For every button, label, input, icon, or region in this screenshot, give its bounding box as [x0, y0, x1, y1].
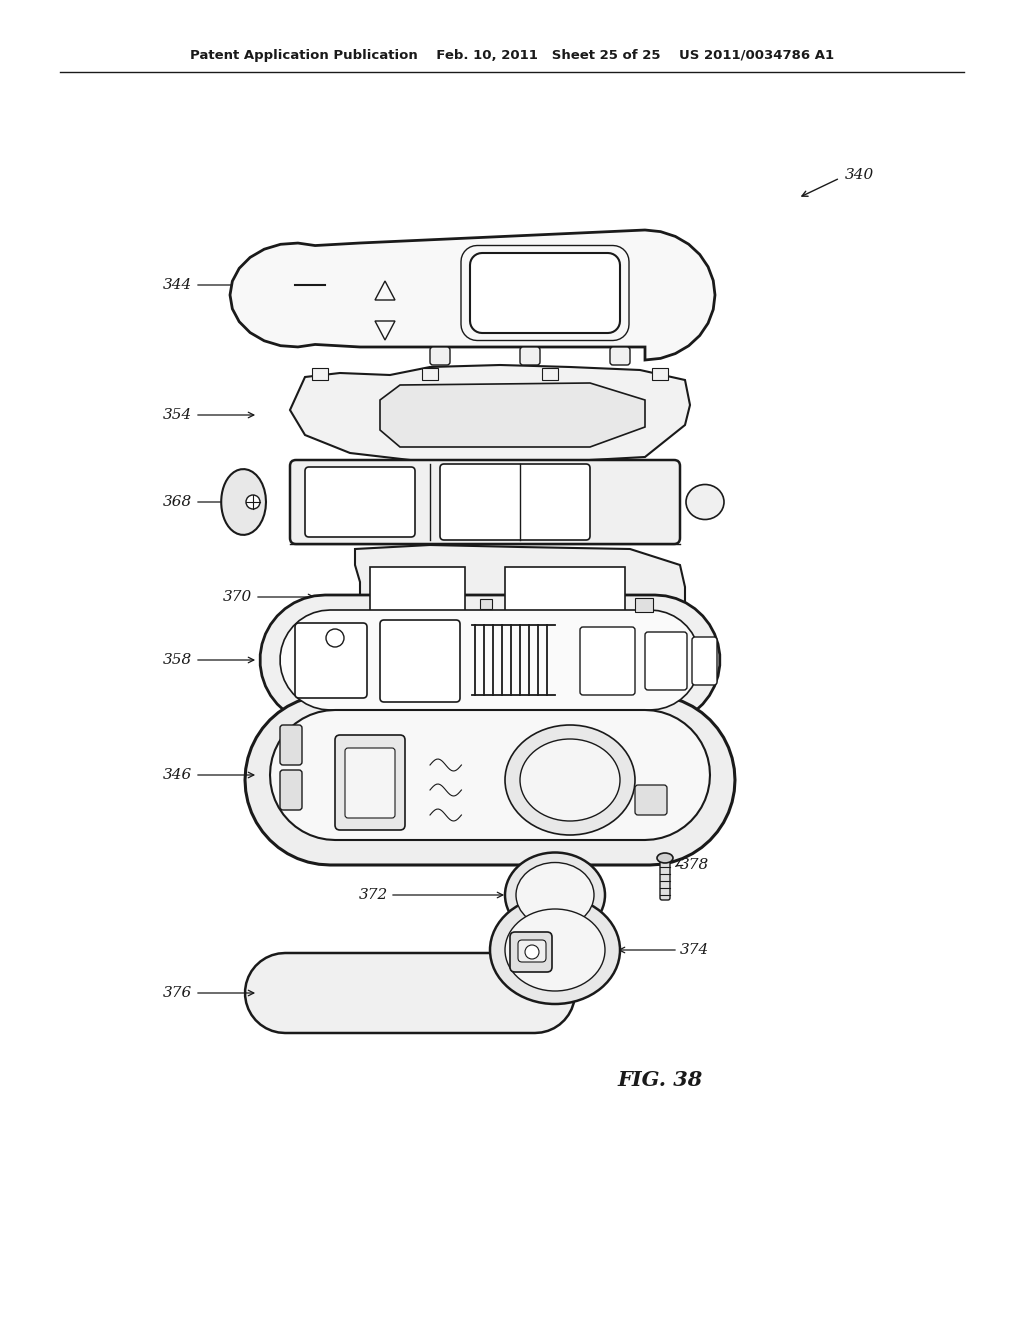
- Polygon shape: [260, 595, 720, 725]
- FancyBboxPatch shape: [580, 627, 635, 696]
- FancyBboxPatch shape: [380, 620, 460, 702]
- FancyBboxPatch shape: [290, 459, 680, 544]
- FancyBboxPatch shape: [280, 770, 302, 810]
- Ellipse shape: [490, 896, 620, 1005]
- FancyBboxPatch shape: [430, 347, 450, 366]
- Text: 346: 346: [163, 768, 193, 781]
- Ellipse shape: [505, 853, 605, 937]
- Text: 370: 370: [223, 590, 252, 605]
- Text: 368: 368: [163, 495, 193, 510]
- Polygon shape: [270, 710, 710, 840]
- FancyBboxPatch shape: [440, 465, 590, 540]
- FancyBboxPatch shape: [280, 725, 302, 766]
- Ellipse shape: [657, 853, 673, 863]
- FancyBboxPatch shape: [505, 568, 625, 630]
- Polygon shape: [355, 545, 685, 649]
- Ellipse shape: [520, 739, 620, 821]
- Bar: [312, 368, 328, 380]
- FancyBboxPatch shape: [520, 347, 540, 366]
- Polygon shape: [470, 253, 620, 333]
- FancyBboxPatch shape: [645, 632, 687, 690]
- Polygon shape: [230, 230, 715, 360]
- Text: 344: 344: [163, 279, 193, 292]
- FancyBboxPatch shape: [370, 568, 465, 627]
- FancyBboxPatch shape: [335, 735, 406, 830]
- Text: 340: 340: [845, 168, 874, 182]
- FancyBboxPatch shape: [660, 855, 670, 900]
- Polygon shape: [245, 696, 735, 865]
- Ellipse shape: [525, 945, 539, 960]
- FancyBboxPatch shape: [510, 932, 552, 972]
- Polygon shape: [281, 610, 699, 710]
- Ellipse shape: [326, 630, 344, 647]
- Bar: [635, 598, 653, 612]
- Bar: [422, 368, 438, 380]
- Text: FIG. 38: FIG. 38: [617, 1071, 702, 1090]
- Polygon shape: [380, 383, 645, 447]
- Polygon shape: [221, 469, 266, 535]
- Text: 354: 354: [163, 408, 193, 422]
- FancyBboxPatch shape: [305, 467, 415, 537]
- Text: 358: 358: [163, 653, 193, 667]
- FancyBboxPatch shape: [295, 623, 367, 698]
- Ellipse shape: [246, 495, 260, 510]
- Ellipse shape: [505, 909, 605, 991]
- FancyBboxPatch shape: [345, 748, 395, 818]
- Bar: [480, 599, 492, 609]
- Text: Patent Application Publication    Feb. 10, 2011   Sheet 25 of 25    US 2011/0034: Patent Application Publication Feb. 10, …: [189, 49, 835, 62]
- Text: 378: 378: [680, 858, 710, 873]
- Bar: [542, 368, 558, 380]
- Polygon shape: [245, 953, 574, 1034]
- Text: 374: 374: [680, 942, 710, 957]
- Bar: [652, 368, 668, 380]
- FancyBboxPatch shape: [610, 347, 630, 366]
- Ellipse shape: [516, 862, 594, 928]
- FancyBboxPatch shape: [692, 638, 717, 685]
- Polygon shape: [290, 366, 690, 465]
- Ellipse shape: [686, 484, 724, 520]
- Text: 376: 376: [163, 986, 193, 1001]
- Text: 372: 372: [358, 888, 388, 902]
- Ellipse shape: [505, 725, 635, 836]
- FancyBboxPatch shape: [518, 940, 546, 962]
- FancyBboxPatch shape: [635, 785, 667, 814]
